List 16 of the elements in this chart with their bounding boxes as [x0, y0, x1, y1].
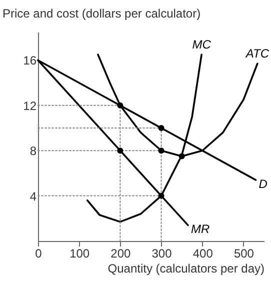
y-axis-title: Price and cost (dollars per calculator) [2, 6, 201, 20]
x-axis-title: Quantity (calculators per day) [108, 262, 264, 276]
y-tick-label: 16 [23, 54, 37, 68]
series-label: MR [190, 222, 210, 236]
x-tick-label: 500 [234, 246, 254, 260]
series-label: D [258, 176, 268, 191]
y-tick-label: 4 [30, 189, 37, 204]
y-tick-label: 12 [23, 98, 37, 113]
x-tick-label: 200 [110, 246, 132, 260]
x-tick-label: 0 [35, 246, 42, 260]
x-tick-label: 400 [192, 246, 214, 260]
series-label: ATC [244, 46, 270, 61]
x-tick-label: 300 [152, 246, 172, 260]
y-tick-label: 8 [30, 144, 37, 158]
x-tick-label: 100 [70, 246, 90, 260]
series-label: MC [192, 38, 212, 52]
